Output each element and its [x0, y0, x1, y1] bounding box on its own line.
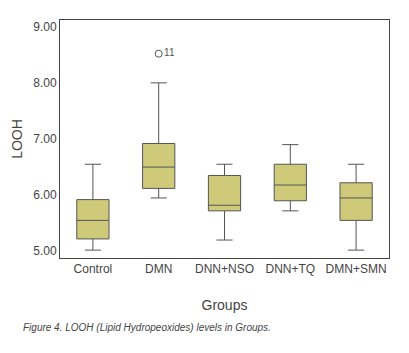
svg-text:9.00: 9.00 [33, 20, 57, 34]
svg-text:Figure 4. LOOH (Lipid Hydropeo: Figure 4. LOOH (Lipid Hydropeoxides) lev… [23, 322, 271, 333]
svg-text:5.00: 5.00 [33, 244, 57, 258]
svg-text:8.00: 8.00 [33, 76, 57, 90]
svg-text:DNN+NSO: DNN+NSO [195, 262, 254, 276]
svg-text:7.00: 7.00 [33, 132, 57, 146]
svg-text:6.00: 6.00 [33, 188, 57, 202]
svg-text:Control: Control [74, 262, 113, 276]
svg-text:DMN: DMN [145, 262, 172, 276]
svg-text:DNN+TQ: DNN+TQ [265, 262, 315, 276]
svg-text:DMN+SMN: DMN+SMN [326, 262, 387, 276]
svg-text:Groups: Groups [202, 297, 248, 313]
svg-text:11: 11 [164, 47, 175, 58]
svg-text:LOOH: LOOH [9, 119, 25, 159]
